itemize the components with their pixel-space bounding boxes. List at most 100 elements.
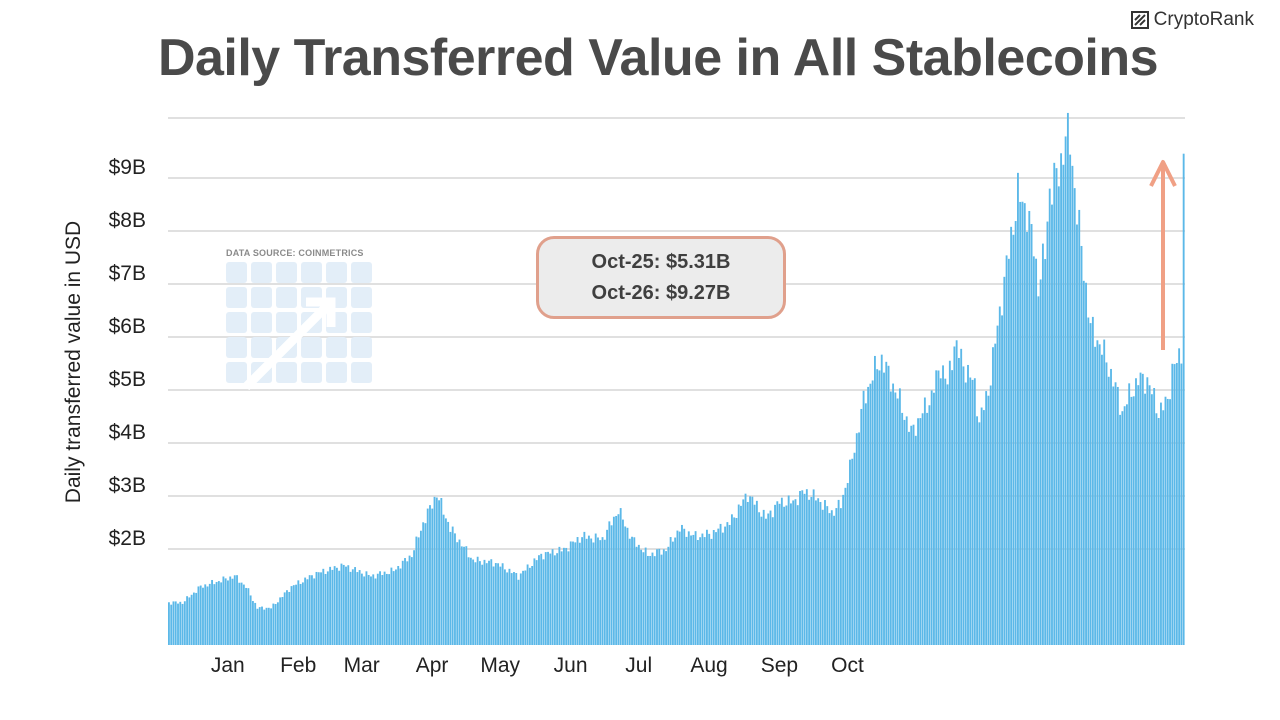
bar bbox=[179, 601, 182, 645]
bar bbox=[349, 571, 352, 645]
watermark-cell bbox=[226, 312, 247, 333]
bar bbox=[524, 570, 527, 645]
bar bbox=[628, 538, 631, 645]
bar bbox=[240, 582, 243, 645]
bar bbox=[1082, 280, 1085, 645]
y-tick-label: $8B bbox=[109, 209, 146, 232]
bar bbox=[814, 500, 817, 645]
bar bbox=[431, 508, 434, 645]
bar bbox=[1135, 378, 1137, 645]
bar bbox=[220, 582, 223, 645]
bar bbox=[515, 573, 518, 645]
bar bbox=[989, 385, 992, 645]
bar bbox=[372, 574, 375, 645]
bar bbox=[469, 557, 472, 645]
bar bbox=[526, 564, 529, 645]
bar bbox=[1069, 154, 1072, 645]
bar bbox=[871, 380, 874, 645]
bar bbox=[615, 515, 618, 645]
bar bbox=[883, 372, 885, 645]
bar bbox=[917, 418, 919, 645]
bar bbox=[429, 505, 431, 645]
bar bbox=[501, 563, 504, 645]
bar bbox=[513, 572, 515, 645]
bar bbox=[651, 552, 654, 645]
bar bbox=[742, 499, 745, 645]
bar bbox=[574, 542, 577, 645]
bar bbox=[597, 537, 599, 645]
bar bbox=[1041, 243, 1044, 645]
bar bbox=[1017, 172, 1019, 646]
bar bbox=[955, 340, 958, 645]
bar bbox=[1046, 221, 1049, 645]
callout-line-oct-26: Oct-26: $9.27B bbox=[591, 281, 731, 304]
bar bbox=[335, 567, 338, 645]
bar bbox=[322, 568, 325, 645]
bar bbox=[851, 458, 854, 645]
bar bbox=[213, 584, 216, 645]
watermark-cell bbox=[276, 262, 297, 283]
bar bbox=[1180, 363, 1183, 645]
bar bbox=[447, 521, 450, 645]
bar bbox=[649, 555, 652, 645]
bar bbox=[740, 505, 742, 645]
bar bbox=[186, 596, 189, 645]
bar bbox=[735, 517, 738, 645]
bar bbox=[1078, 209, 1081, 645]
bar bbox=[290, 586, 293, 645]
watermark-cell bbox=[351, 362, 372, 383]
x-tick-label-jan: Jan bbox=[211, 654, 245, 677]
watermark-cell bbox=[276, 312, 297, 333]
bar bbox=[247, 588, 250, 645]
bar bbox=[356, 572, 359, 645]
bar bbox=[315, 571, 318, 645]
bar bbox=[320, 572, 322, 645]
watermark-cell bbox=[351, 287, 372, 308]
bar bbox=[1085, 282, 1087, 645]
watermark-cell bbox=[301, 262, 322, 283]
bar bbox=[671, 541, 674, 645]
bar bbox=[229, 576, 232, 645]
bar bbox=[853, 452, 856, 645]
bar bbox=[549, 553, 552, 645]
bar bbox=[780, 497, 783, 645]
bar bbox=[1010, 226, 1013, 645]
bar bbox=[696, 540, 699, 645]
bar bbox=[485, 563, 488, 645]
bar bbox=[1037, 296, 1040, 645]
bar bbox=[181, 603, 184, 645]
bar bbox=[499, 566, 502, 645]
bar bbox=[254, 602, 257, 645]
bar bbox=[215, 582, 218, 645]
bar bbox=[538, 555, 540, 645]
bar bbox=[1094, 346, 1097, 645]
bar bbox=[472, 559, 475, 645]
bar bbox=[1076, 224, 1078, 645]
bar bbox=[1105, 362, 1108, 645]
bar bbox=[819, 502, 822, 645]
bar bbox=[653, 556, 656, 645]
bar bbox=[1071, 165, 1074, 645]
bar bbox=[204, 584, 207, 645]
bar bbox=[1125, 404, 1128, 645]
bar bbox=[610, 525, 613, 645]
bar bbox=[980, 407, 983, 645]
bar bbox=[996, 325, 999, 645]
bar bbox=[265, 607, 268, 645]
bar bbox=[306, 579, 309, 645]
watermark-cell bbox=[226, 337, 247, 358]
bar bbox=[905, 416, 908, 645]
bar bbox=[1112, 386, 1115, 645]
bar bbox=[921, 413, 924, 645]
cryptorank-logo-icon bbox=[1130, 11, 1149, 29]
bar bbox=[370, 576, 372, 645]
bar bbox=[449, 531, 452, 645]
watermark-cell bbox=[351, 262, 372, 283]
bar bbox=[1141, 373, 1144, 645]
bar bbox=[692, 534, 695, 645]
x-tick-label-aug: Aug bbox=[690, 654, 727, 677]
bar bbox=[208, 583, 211, 645]
bar bbox=[206, 586, 209, 645]
bar bbox=[973, 378, 976, 645]
bar bbox=[608, 521, 611, 645]
